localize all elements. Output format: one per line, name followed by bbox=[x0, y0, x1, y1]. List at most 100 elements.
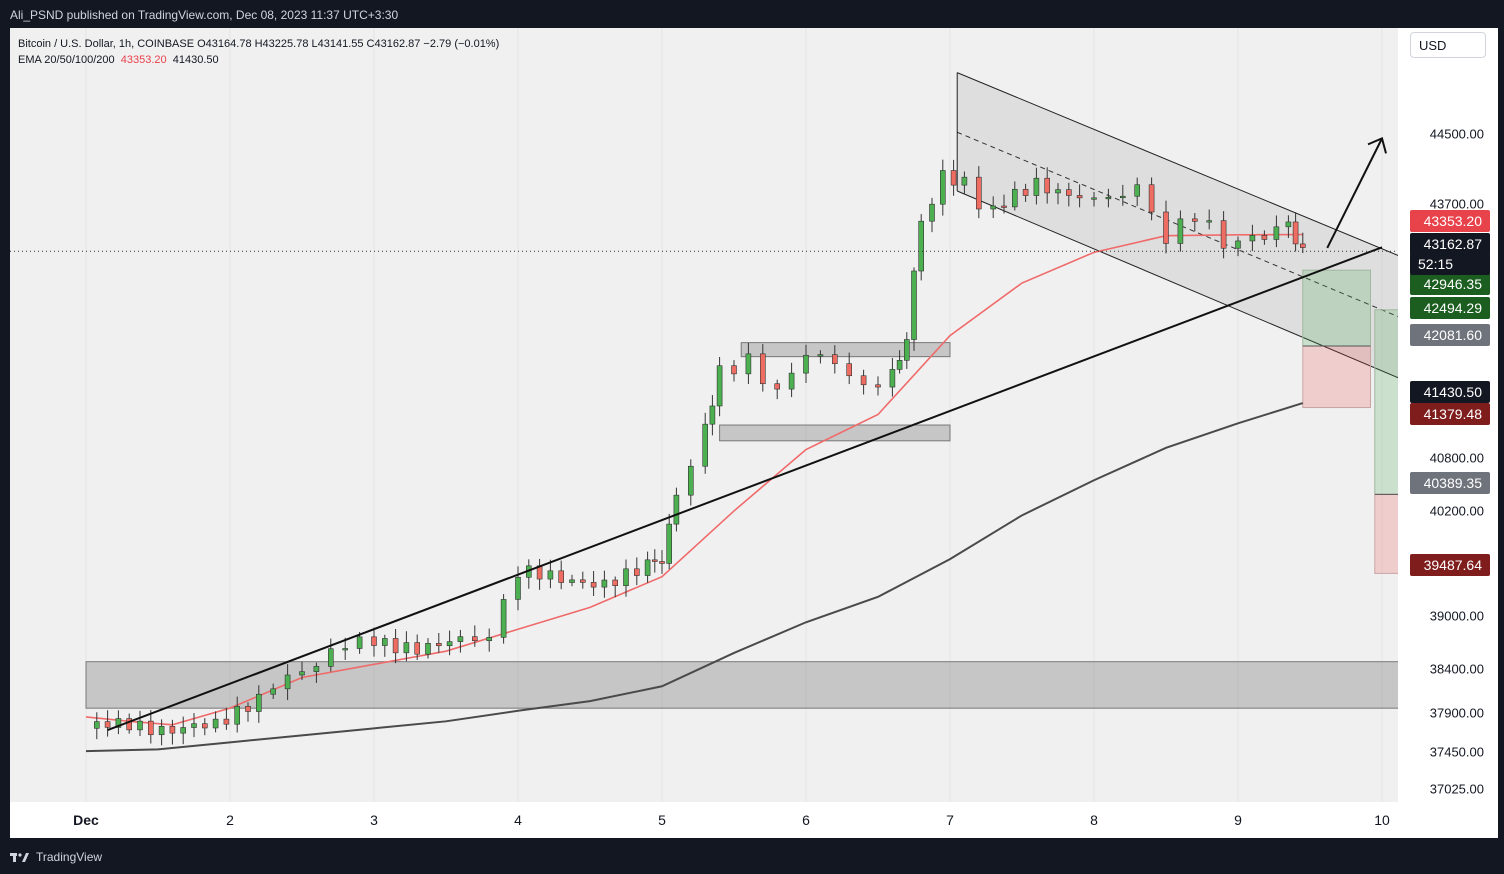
candle-down bbox=[1044, 177, 1050, 194]
candle-down bbox=[860, 375, 867, 386]
ema-20-line bbox=[85, 233, 1303, 726]
candle-up bbox=[702, 423, 709, 467]
tradingview-icon bbox=[10, 853, 29, 862]
position-stop-zone bbox=[1374, 493, 1398, 574]
brand-text: TradingView bbox=[36, 850, 103, 864]
candle-up bbox=[990, 205, 997, 210]
ema-label: EMA 20/50/100/200 bbox=[18, 54, 115, 66]
price-tick: 40200.00 bbox=[1429, 503, 1484, 519]
candle-up bbox=[918, 220, 925, 272]
chart-pane[interactable]: Bitcoin / U.S. Dollar, 1h, COINBASE O431… bbox=[10, 28, 1398, 802]
candle-down bbox=[202, 723, 208, 729]
ema-value-2: 41430.50 bbox=[172, 54, 219, 66]
candle-up bbox=[515, 576, 521, 600]
channel-lower-line bbox=[957, 190, 1398, 379]
candle-down bbox=[414, 642, 421, 655]
candle-up bbox=[425, 643, 431, 655]
candle-up bbox=[1033, 177, 1040, 196]
price-tick: 37900.00 bbox=[1429, 705, 1484, 721]
price-tick: 39000.00 bbox=[1429, 608, 1484, 624]
price-label-ema200: 41430.50 bbox=[1410, 381, 1490, 403]
candle-down bbox=[392, 638, 399, 654]
candle-down bbox=[148, 720, 154, 736]
candle-down bbox=[590, 582, 597, 588]
position-target-zone bbox=[1302, 269, 1371, 347]
candle-up bbox=[342, 648, 349, 651]
channel-upper-line bbox=[957, 72, 1398, 256]
candle-up bbox=[137, 720, 143, 731]
position-stop-zone bbox=[1302, 345, 1371, 409]
price-label-last: 43162.87 bbox=[1410, 233, 1490, 255]
time-label: 4 bbox=[514, 812, 522, 828]
price-tick: 40800.00 bbox=[1429, 450, 1484, 466]
candle-up bbox=[788, 372, 795, 390]
price-label-tp2: 42494.29 bbox=[1410, 297, 1490, 319]
price-chart[interactable] bbox=[10, 28, 1398, 802]
candle-down bbox=[731, 365, 737, 375]
footer: TradingView bbox=[0, 838, 1504, 874]
candle-up bbox=[745, 353, 752, 375]
candle-up bbox=[803, 354, 809, 374]
price-tick: 44500.00 bbox=[1429, 126, 1484, 142]
price-tick: 37450.00 bbox=[1429, 744, 1484, 760]
candle-down bbox=[1148, 184, 1155, 213]
candle-down bbox=[223, 718, 230, 725]
price-label-entry2: 40389.35 bbox=[1410, 472, 1490, 494]
candle-up bbox=[180, 727, 186, 734]
time-label: 2 bbox=[226, 812, 234, 828]
price-tick: 38400.00 bbox=[1429, 661, 1484, 677]
candle-up bbox=[1249, 234, 1256, 242]
chart-legend: Bitcoin / U.S. Dollar, 1h, COINBASE O431… bbox=[18, 36, 499, 68]
candle-down bbox=[831, 354, 838, 364]
ascending-trendline bbox=[107, 246, 1383, 732]
price-tick: 43700.00 bbox=[1429, 196, 1484, 212]
candle-down bbox=[875, 384, 881, 388]
candle-up bbox=[212, 718, 219, 729]
candle-up bbox=[569, 579, 575, 583]
candle-up bbox=[234, 705, 240, 725]
candle-down bbox=[104, 721, 111, 728]
tradingview-logo[interactable]: TradingView bbox=[10, 850, 102, 864]
candle-up bbox=[270, 688, 277, 695]
candle-up bbox=[457, 636, 464, 642]
time-label: 6 bbox=[802, 812, 810, 828]
symbol-legend: Bitcoin / U.S. Dollar, 1h, COINBASE O431… bbox=[18, 38, 500, 50]
candle-down bbox=[371, 636, 377, 646]
time-axis[interactable]: Dec 2 3 4 5 6 7 8 9 10 bbox=[10, 802, 1398, 838]
price-label-tp1: 42946.35 bbox=[1410, 273, 1490, 295]
time-label: Dec bbox=[73, 812, 99, 828]
candle-up bbox=[673, 494, 680, 525]
price-tick: 37025.00 bbox=[1429, 781, 1484, 797]
candle-down bbox=[1300, 243, 1306, 248]
time-label: 8 bbox=[1090, 812, 1098, 828]
price-axis[interactable]: USD 44500.0043700.0040800.0040200.003960… bbox=[1398, 28, 1498, 838]
candle-down bbox=[245, 705, 251, 712]
candle-down bbox=[1261, 234, 1268, 240]
candle-down bbox=[1066, 189, 1072, 196]
candle-up bbox=[709, 405, 716, 425]
candle-up bbox=[1206, 220, 1212, 223]
candle-up bbox=[313, 666, 320, 672]
candle-down bbox=[169, 725, 176, 734]
price-label-entry1: 42081.60 bbox=[1410, 324, 1490, 346]
candle-down bbox=[950, 170, 957, 186]
candle-up bbox=[1120, 195, 1126, 199]
candle-up bbox=[911, 270, 917, 340]
support-resistance-box bbox=[740, 342, 951, 358]
candle-up bbox=[1273, 226, 1280, 240]
support-resistance-box bbox=[719, 424, 951, 442]
time-label: 7 bbox=[946, 812, 954, 828]
channel-fill bbox=[957, 72, 1398, 378]
currency-button[interactable]: USD bbox=[1410, 32, 1486, 58]
candle-up bbox=[403, 642, 410, 654]
candle-up bbox=[623, 568, 629, 587]
candle-up bbox=[256, 693, 262, 712]
candle-down bbox=[558, 570, 565, 583]
candle-up bbox=[896, 359, 903, 370]
breakout-arrow-head bbox=[1367, 137, 1387, 154]
candle-up bbox=[687, 465, 694, 496]
support-resistance-box bbox=[85, 661, 1398, 709]
candle-up bbox=[94, 721, 100, 729]
candle-up bbox=[1177, 218, 1184, 244]
candle-up bbox=[817, 354, 824, 357]
